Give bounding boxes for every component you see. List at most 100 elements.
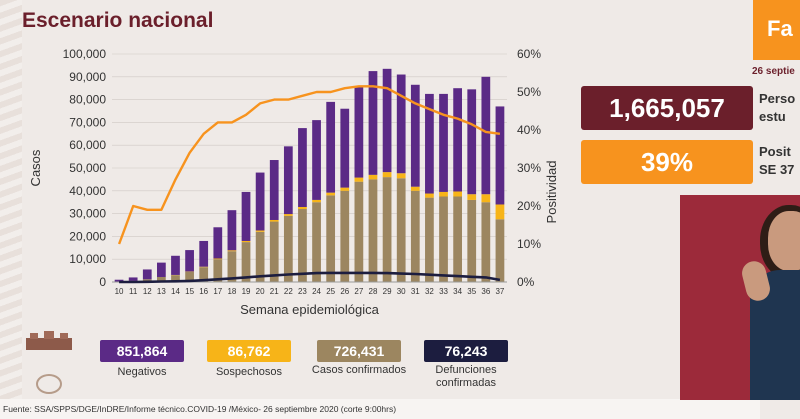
bar-sospechosos xyxy=(425,193,434,198)
y2-tick-label: 60% xyxy=(517,47,541,61)
bar-sospechosos xyxy=(453,191,462,197)
bar-negativos xyxy=(396,74,406,174)
bar-negativos xyxy=(298,128,307,207)
x-tick-label: 17 xyxy=(213,287,222,296)
bar-sospechosos xyxy=(467,194,477,200)
bar-negativos xyxy=(227,210,237,251)
sign-language-interpreter xyxy=(680,195,800,400)
bar-casos-confirmados xyxy=(283,215,293,282)
y-axis-title: Casos xyxy=(28,149,43,186)
bar-negativos xyxy=(283,146,293,215)
bar-sospechosos xyxy=(255,230,265,232)
page-title: Escenario nacional xyxy=(22,9,214,32)
bar-sospechosos xyxy=(312,199,321,203)
bar-casos-confirmados xyxy=(298,209,307,282)
x-tick-label: 23 xyxy=(298,287,307,296)
x-tick-label: 19 xyxy=(242,287,251,296)
y-tick-label: 80,000 xyxy=(69,93,106,107)
bar-casos-confirmados xyxy=(481,202,491,282)
bar-negativos xyxy=(157,262,166,277)
y-tick-label: 40,000 xyxy=(69,184,106,198)
bar-casos-confirmados xyxy=(467,199,477,282)
y-tick-label: 20,000 xyxy=(69,229,106,243)
bar-negativos xyxy=(467,89,477,195)
x-tick-label: 34 xyxy=(453,287,462,296)
bar-casos-confirmados xyxy=(382,177,392,282)
x-tick-label: 27 xyxy=(354,287,363,296)
bar-negativos xyxy=(382,68,392,173)
x-tick-label: 21 xyxy=(270,287,279,296)
bar-negativos xyxy=(481,76,491,195)
x-tick-label: 32 xyxy=(425,287,434,296)
legend-sospechosos-value: 86,762 xyxy=(207,340,291,362)
studied-text-2: estu xyxy=(759,109,786,124)
x-tick-label: 24 xyxy=(312,287,321,296)
bar-negativos xyxy=(114,279,124,282)
bar-negativos xyxy=(269,160,279,220)
positivity-text-1: Posit xyxy=(759,144,791,159)
x-tick-label: 36 xyxy=(481,287,490,296)
x-tick-label: 37 xyxy=(495,287,504,296)
bar-casos-confirmados xyxy=(495,219,505,282)
bar-sospechosos xyxy=(439,191,448,197)
bar-negativos xyxy=(171,255,180,275)
seal-icon xyxy=(36,374,62,394)
line-defunciones-confirmadas xyxy=(119,271,501,284)
y2-tick-label: 30% xyxy=(517,161,541,175)
bar-negativos xyxy=(199,240,209,267)
x-tick-label: 35 xyxy=(467,287,476,296)
bar-casos-confirmados xyxy=(410,190,420,282)
x-tick-label: 26 xyxy=(340,287,349,296)
x-tick-label: 33 xyxy=(439,287,448,296)
bar-casos-confirmados xyxy=(453,196,462,282)
y-tick-label: 10,000 xyxy=(69,252,106,266)
x-tick-label: 22 xyxy=(284,287,293,296)
bar-negativos xyxy=(340,108,350,188)
x-tick-label: 10 xyxy=(115,287,124,296)
x-tick-label: 15 xyxy=(185,287,194,296)
bar-casos-confirmados xyxy=(368,179,378,282)
bar-sospechosos xyxy=(382,172,392,178)
legend-negativos-value: 851,864 xyxy=(100,340,184,362)
bar-negativos xyxy=(255,172,265,231)
legend-sospechosos-label: Sospechosos xyxy=(215,366,283,378)
x-tick-label: 14 xyxy=(171,287,180,296)
bar-negativos xyxy=(213,227,223,259)
x-tick-label: 30 xyxy=(397,287,406,296)
bar-negativos xyxy=(425,93,434,194)
y2-tick-label: 10% xyxy=(517,237,541,251)
y-tick-label: 70,000 xyxy=(69,115,106,129)
x-tick-label: 13 xyxy=(157,287,166,296)
bar-negativos xyxy=(354,87,364,178)
x-tick-label: 12 xyxy=(143,287,152,296)
bar-casos-confirmados xyxy=(157,276,166,282)
bar-sospechosos xyxy=(396,173,406,179)
bar-casos-confirmados xyxy=(354,181,364,282)
x-tick-label: 29 xyxy=(383,287,392,296)
decorative-pattern xyxy=(0,0,22,400)
y-tick-label: 0 xyxy=(99,275,106,289)
source-footer: Fuente: SSA/SPPS/DGE/InDRE/Informe técni… xyxy=(0,399,760,419)
bar-negativos xyxy=(312,120,321,200)
bar-casos-confirmados xyxy=(425,197,434,282)
bar-negativos xyxy=(368,71,378,175)
bar-casos-confirmados xyxy=(227,251,237,282)
legend-defunciones-value: 76,243 xyxy=(424,340,508,362)
bar-casos-confirmados xyxy=(439,196,448,282)
x-tick-label: 31 xyxy=(411,287,420,296)
bar-sospechosos xyxy=(283,214,293,216)
bar-sospechosos xyxy=(354,177,364,182)
bar-negativos xyxy=(326,101,336,193)
bar-negativos xyxy=(439,93,448,192)
y2-tick-label: 0% xyxy=(517,275,535,289)
government-logo-icon xyxy=(26,331,72,350)
x-tick-label: 20 xyxy=(256,287,265,296)
y2-tick-label: 50% xyxy=(517,85,541,99)
bar-sospechosos xyxy=(326,192,336,196)
bar-negativos xyxy=(495,106,505,205)
bar-negativos xyxy=(142,269,152,280)
y2-tick-label: 20% xyxy=(517,199,541,213)
bar-sospechosos xyxy=(481,194,491,203)
x-tick-label: 25 xyxy=(326,287,335,296)
bar-casos-confirmados xyxy=(241,242,251,282)
